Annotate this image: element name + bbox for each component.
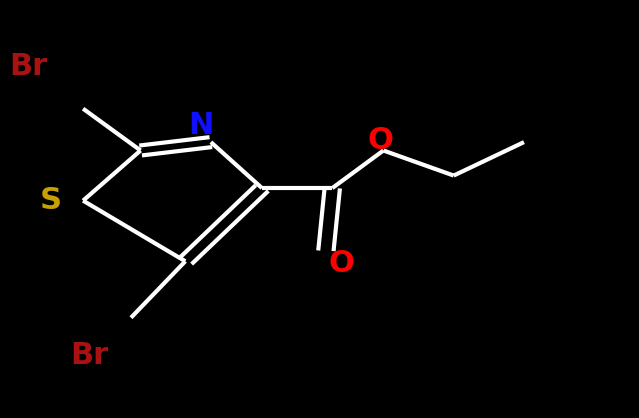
- Text: Br: Br: [70, 341, 109, 370]
- Text: O: O: [367, 125, 393, 155]
- Text: Br: Br: [10, 52, 48, 82]
- Text: O: O: [329, 249, 355, 278]
- Text: S: S: [40, 186, 62, 215]
- Text: N: N: [189, 111, 214, 140]
